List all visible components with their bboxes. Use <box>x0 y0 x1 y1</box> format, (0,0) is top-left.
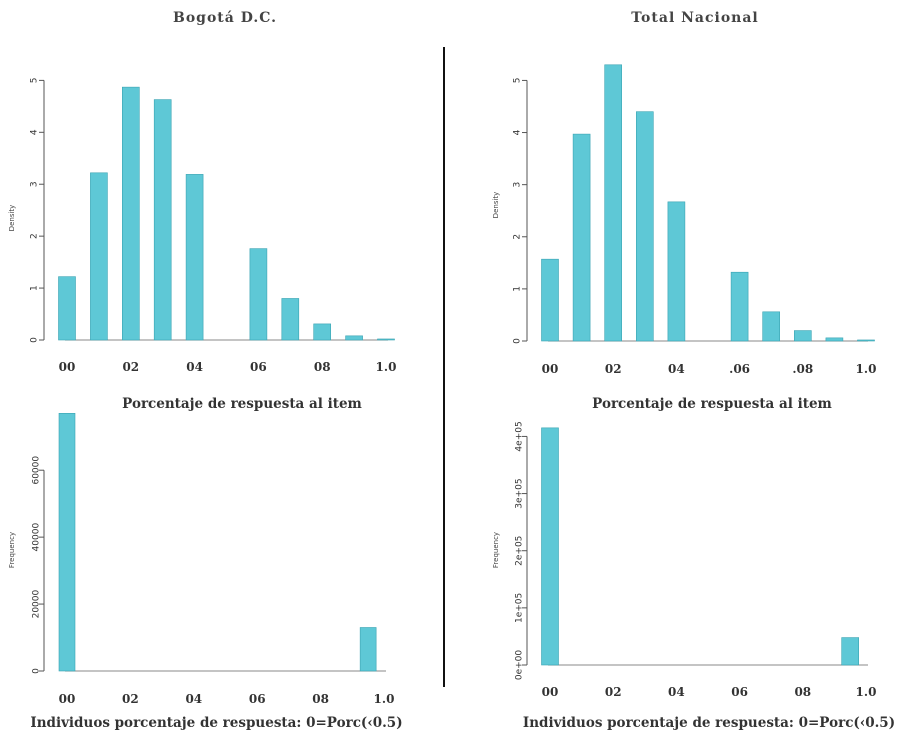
y-tick-label: 2 <box>513 234 523 240</box>
y-tick-label: 1 <box>513 286 523 292</box>
x-tick-label: 04 <box>668 685 685 699</box>
x-tick-label: 1.0 <box>856 362 877 376</box>
x-tick-label: 08 <box>312 692 329 706</box>
histogram-bar <box>572 133 591 342</box>
histogram-bar <box>793 330 812 342</box>
x-tick-label: 1.0 <box>856 685 877 699</box>
bottom-right-xlabel: Individuos porcentaje de respuesta: 0=Po… <box>522 715 896 731</box>
histogram-bottom-left: 0 20000 40000 60000 Frequency 00 02 04 06 08 1.0 <box>8 413 394 706</box>
histogram-bar <box>825 337 844 342</box>
x-tick-label: .06 <box>729 362 750 376</box>
histogram-bar <box>762 311 781 342</box>
top-right-xlabel: Porcentaje de respuesta al item <box>592 396 832 412</box>
y-tick-label: 2e+05 <box>515 536 525 566</box>
y-tick-label: 5 <box>30 78 40 84</box>
histogram-bar <box>841 637 860 666</box>
bottom-left-xlabel: Individuos porcentaje de respuesta: 0=Po… <box>30 715 403 731</box>
histogram-bar <box>122 86 140 341</box>
histogram-bar <box>377 338 395 341</box>
y-tick-label: 4 <box>513 129 523 135</box>
y-axis-label: Density <box>8 205 16 232</box>
histogram-bar <box>58 413 76 672</box>
histogram-bar <box>58 276 76 341</box>
x-tick-label: 04 <box>668 362 685 376</box>
y-tick-label: 4 <box>30 129 40 135</box>
x-tick-label: 04 <box>186 360 203 374</box>
histogram-bar <box>281 298 300 341</box>
y-tick-label: 3 <box>513 182 523 188</box>
histogram-bar <box>857 339 875 342</box>
y-tick-label: 0 <box>30 337 40 343</box>
histogram-bar <box>153 99 172 341</box>
y-tick-label: 60000 <box>32 456 42 485</box>
y-tick-label: 4e+05 <box>515 421 525 451</box>
histogram-top-right: 0 1 2 3 4 5 Density 00 02 04 .06 .08 1.0 <box>492 64 877 376</box>
x-tick-label: 06 <box>249 692 266 706</box>
y-tick-label: 2 <box>30 233 40 239</box>
x-tick-label: 06 <box>731 685 748 699</box>
histogram-bar <box>185 174 204 341</box>
histogram-bar <box>541 427 559 666</box>
x-tick-label: 06 <box>250 360 267 374</box>
bogota-header: Bogotá D.C. <box>173 10 277 26</box>
x-tick-label: 08 <box>794 685 811 699</box>
histogram-top-left: 0 1 2 3 4 5 Density 00 02 04 06 08 1.0 <box>8 78 396 374</box>
x-tick-label: 00 <box>59 692 76 706</box>
y-axis-label: Frequency <box>8 532 16 568</box>
histogram-bar <box>730 271 749 342</box>
histogram-bar <box>359 627 377 672</box>
y-tick-label: 1e+05 <box>515 593 525 623</box>
y-axis-label: Density <box>492 192 500 219</box>
y-tick-label: 1 <box>30 285 40 291</box>
y-tick-label: 5 <box>513 78 523 84</box>
x-tick-label: 08 <box>314 360 331 374</box>
histogram-bar <box>667 201 686 342</box>
x-tick-label: 02 <box>122 360 139 374</box>
x-tick-label: .08 <box>792 362 813 376</box>
histogram-bar <box>313 323 332 341</box>
y-tick-label: 3e+05 <box>515 478 525 508</box>
histogram-bar <box>345 335 363 341</box>
x-tick-label: 00 <box>542 685 559 699</box>
top-left-xlabel: Porcentaje de respuesta al item <box>122 396 362 412</box>
histogram-bar <box>604 64 623 342</box>
y-tick-label: 0e+00 <box>515 650 525 681</box>
x-tick-label: 00 <box>59 360 76 374</box>
y-tick-label: 0 <box>513 338 523 344</box>
total-nacional-header: Total Nacional <box>631 10 759 26</box>
x-tick-label: 00 <box>542 362 559 376</box>
x-tick-label: 1.0 <box>374 692 395 706</box>
histogram-bar <box>635 111 654 342</box>
y-tick-label: 3 <box>30 181 40 187</box>
x-tick-label: 04 <box>185 692 202 706</box>
x-tick-label: 1.0 <box>376 360 397 374</box>
y-tick-label: 20000 <box>32 589 42 618</box>
histogram-bar <box>541 258 559 342</box>
histogram-bar <box>90 172 108 341</box>
histogram-bar <box>249 248 268 341</box>
y-tick-label: 40000 <box>32 523 42 552</box>
panel-divider <box>443 47 445 687</box>
y-axis-label: Frequency <box>492 532 500 568</box>
y-tick-label: 0 <box>32 668 42 674</box>
x-tick-label: 02 <box>122 692 139 706</box>
x-tick-label: 02 <box>605 685 622 699</box>
histogram-bottom-right: 0e+00 1e+05 2e+05 3e+05 4e+05 Frequency 00 02 04… <box>492 421 876 699</box>
x-tick-label: 02 <box>605 362 622 376</box>
